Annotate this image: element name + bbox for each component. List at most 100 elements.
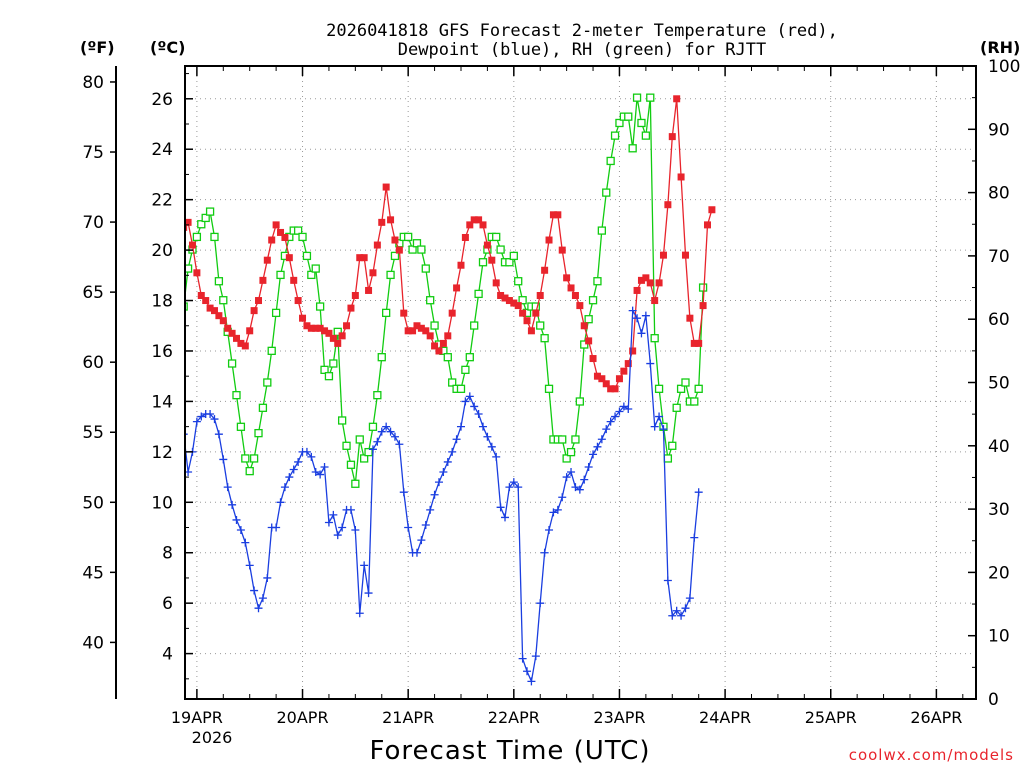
temperature-point bbox=[642, 274, 650, 282]
dewpoint-point bbox=[223, 483, 232, 492]
temperature-point bbox=[505, 297, 513, 305]
temperature-point bbox=[598, 375, 606, 383]
dewpoint-point bbox=[351, 526, 360, 535]
temperature-series bbox=[176, 0, 966, 393]
dewpoint-point bbox=[404, 523, 413, 532]
rh-point bbox=[245, 466, 254, 476]
temperature-point bbox=[351, 291, 359, 299]
chart-title-line-1: 2026041818 GFS Forecast 2-meter Temperat… bbox=[326, 21, 838, 41]
dewpoint-point bbox=[302, 447, 311, 456]
rh-point bbox=[933, 0, 940, 7]
rh-point bbox=[448, 378, 457, 387]
dewpoint-point bbox=[236, 526, 245, 535]
dewpoint-point bbox=[346, 505, 355, 514]
temperature-point bbox=[659, 251, 667, 259]
temperature-point bbox=[461, 233, 469, 241]
temperature-point bbox=[699, 302, 707, 310]
rh-point bbox=[219, 296, 228, 305]
rh-point bbox=[867, 0, 874, 7]
temperature-point bbox=[185, 223, 188, 231]
dewpoint-point bbox=[272, 523, 281, 532]
dewpoint-point bbox=[219, 455, 228, 464]
rh-point bbox=[355, 435, 364, 444]
credit-label: coolwx.com/models bbox=[849, 746, 1014, 764]
temperature-point bbox=[959, 0, 966, 7]
celsius-tick-label: 24 bbox=[151, 140, 173, 160]
dewpoint-point bbox=[206, 410, 215, 419]
plot-frame bbox=[184, 65, 977, 700]
temperature-point bbox=[527, 327, 535, 335]
temperature-point bbox=[585, 337, 593, 345]
dewpoint-point bbox=[185, 433, 188, 435]
rh-point bbox=[456, 384, 466, 393]
rh-point bbox=[412, 239, 422, 248]
rh-point bbox=[668, 441, 677, 450]
rh-point bbox=[386, 270, 395, 280]
dewpoint-point bbox=[677, 611, 686, 620]
dewpoint-point bbox=[474, 410, 483, 419]
dewpoint-point bbox=[232, 515, 241, 524]
dewpoint-point bbox=[386, 427, 395, 436]
temperature-point bbox=[722, 0, 729, 7]
temperature-point bbox=[404, 327, 412, 335]
dewpoint-point bbox=[245, 561, 254, 570]
rh-point bbox=[320, 365, 329, 374]
rh-point bbox=[302, 251, 312, 261]
rh-point bbox=[788, 0, 795, 7]
temperature-point bbox=[303, 322, 311, 330]
temperature-point bbox=[215, 312, 223, 320]
dewpoint-point bbox=[650, 422, 659, 431]
temperature-point bbox=[558, 246, 566, 254]
rh-point bbox=[329, 359, 338, 368]
rh-series bbox=[185, 0, 940, 488]
celsius-tick-label: 4 bbox=[162, 645, 173, 665]
fahrenheit-tick-label: 45 bbox=[82, 563, 104, 583]
dewpoint-point bbox=[210, 415, 219, 424]
rh-point bbox=[276, 270, 285, 280]
dewpoint-point bbox=[549, 508, 558, 517]
temperature-point bbox=[545, 236, 553, 244]
temperature-point bbox=[334, 339, 342, 347]
rh-point bbox=[615, 118, 624, 128]
temperature-point bbox=[532, 309, 540, 317]
temperature-point bbox=[615, 375, 623, 383]
temperature-point bbox=[497, 291, 505, 299]
temperature-point bbox=[233, 334, 241, 342]
dewpoint-point bbox=[668, 611, 677, 620]
rh-point bbox=[377, 353, 386, 362]
rh-point bbox=[430, 321, 439, 330]
rh-point bbox=[593, 277, 602, 286]
rh-point bbox=[390, 251, 400, 261]
rh-point bbox=[465, 353, 474, 362]
temperature-point bbox=[294, 297, 302, 305]
temperature-point bbox=[426, 332, 434, 340]
rh-point bbox=[249, 454, 259, 463]
dewpoint-point bbox=[501, 513, 510, 522]
dewpoint-point bbox=[518, 654, 527, 663]
dewpoint-point bbox=[479, 422, 488, 431]
temperature-point bbox=[268, 236, 276, 244]
temperature-point bbox=[378, 218, 386, 226]
celsius-tick-label: 6 bbox=[162, 594, 173, 614]
dewpoint-point bbox=[399, 488, 408, 497]
rh-point bbox=[893, 0, 900, 7]
rh-point bbox=[360, 454, 369, 463]
dewpoint-point bbox=[589, 450, 598, 459]
fahrenheit-tick-label: 80 bbox=[82, 73, 104, 93]
dewpoint-point bbox=[685, 594, 694, 603]
dewpoint-point bbox=[382, 422, 391, 431]
temperature-point bbox=[906, 0, 913, 7]
temperature-point bbox=[219, 317, 227, 325]
rh-point bbox=[364, 447, 373, 457]
temperature-point bbox=[365, 286, 373, 294]
rh-point bbox=[443, 353, 452, 362]
rh-point bbox=[342, 441, 351, 450]
temperature-point bbox=[176, 189, 183, 196]
rh-point bbox=[509, 251, 518, 261]
rh-point bbox=[566, 447, 576, 457]
temperature-point bbox=[880, 0, 887, 7]
temperature-point bbox=[620, 367, 628, 375]
temperature-point bbox=[681, 251, 689, 259]
rh-point bbox=[298, 232, 307, 242]
